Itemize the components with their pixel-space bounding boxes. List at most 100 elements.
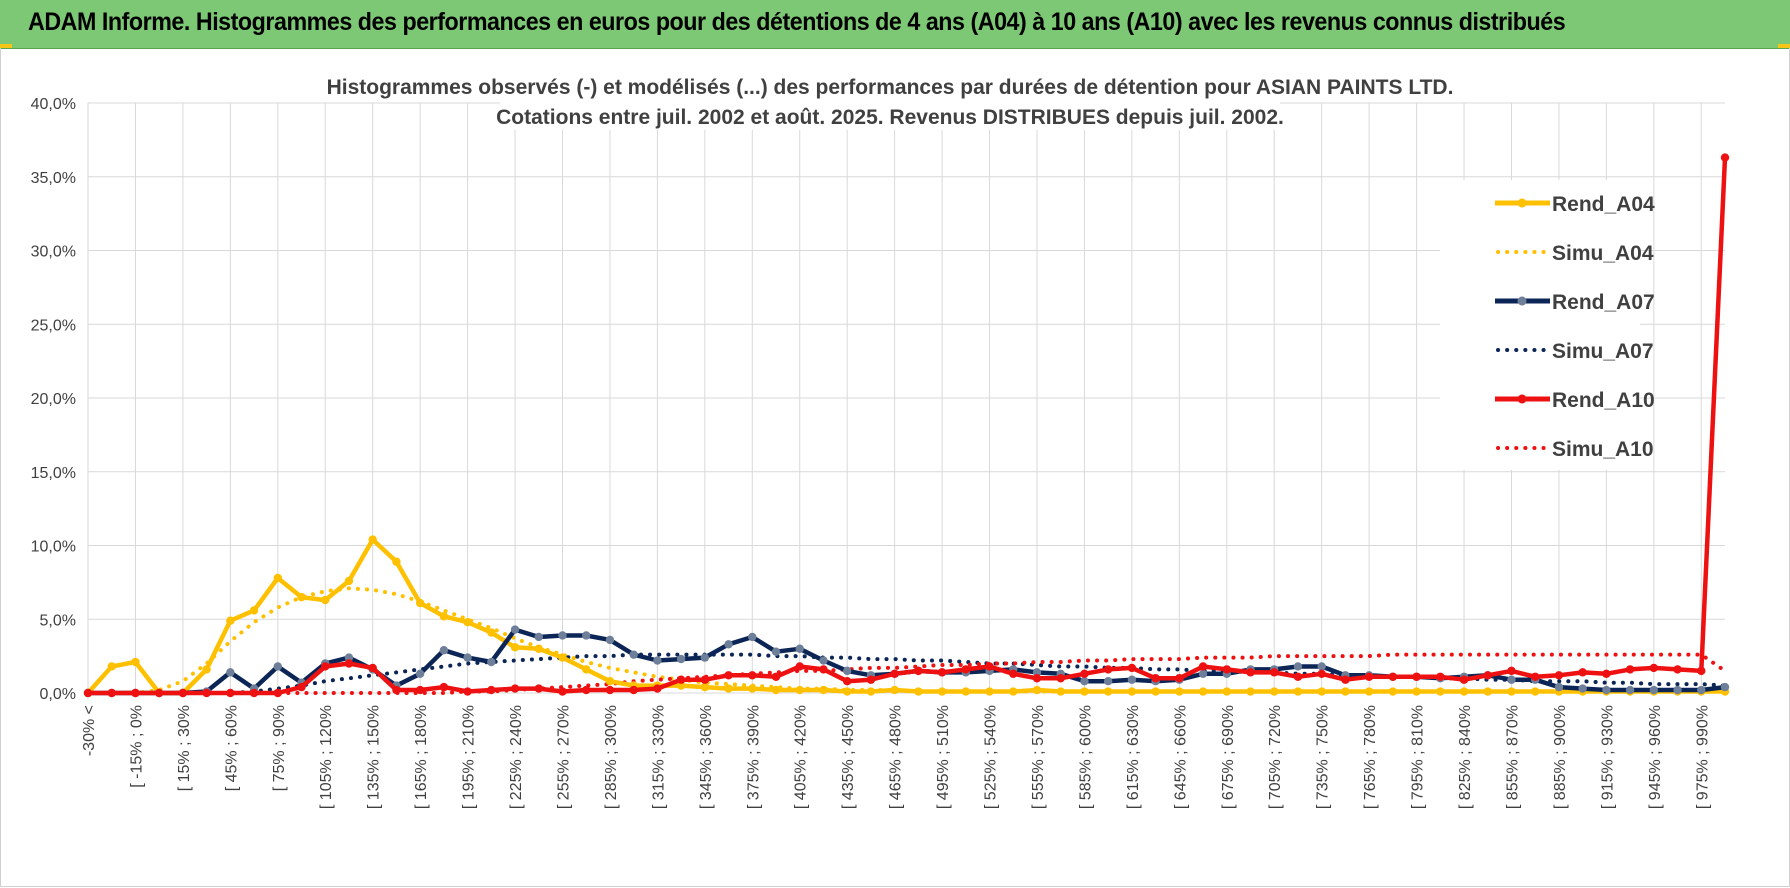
y-tick-label: 30,0% bbox=[31, 244, 76, 261]
data-point-rend-a04 bbox=[1364, 687, 1374, 696]
data-point-rend-a10 bbox=[890, 669, 899, 679]
data-point-rend-a07 bbox=[653, 656, 662, 665]
data-point-rend-a07 bbox=[439, 646, 449, 655]
data-point-rend-a04 bbox=[914, 687, 923, 696]
y-tick-label: 25,0% bbox=[31, 317, 76, 334]
data-point-rend-a07 bbox=[510, 625, 520, 634]
data-point-rend-a10 bbox=[463, 687, 472, 696]
x-tick-label: [ 345% ; 360% bbox=[698, 705, 715, 809]
data-point-rend-a10 bbox=[178, 688, 188, 698]
data-point-rend-a04 bbox=[368, 535, 377, 544]
y-axis: 0,0% 5,0% 10,0% 15,0% 20,0% 25,0% 30,0% 35,0% 40… bbox=[31, 96, 76, 703]
legend-label-rend-a10: Rend_A10 bbox=[1552, 389, 1655, 412]
data-point-rend-a04 bbox=[131, 657, 140, 667]
data-point-rend-a10 bbox=[629, 685, 638, 695]
data-point-rend-a10 bbox=[1720, 153, 1730, 162]
series-group bbox=[83, 153, 1730, 698]
chart-title-line: Histogrammes observés (-) et modélisés (… bbox=[327, 76, 1454, 99]
data-point-rend-a04 bbox=[724, 684, 733, 693]
y-tick-label: 5,0% bbox=[40, 612, 76, 629]
data-point-rend-a07 bbox=[1198, 669, 1208, 679]
x-tick-label: [ 675% ; 690% bbox=[1220, 705, 1237, 809]
data-point-rend-a04 bbox=[1293, 687, 1303, 696]
y-tick-label: 15,0% bbox=[31, 465, 76, 482]
x-tick-label: [ 525% ; 540% bbox=[983, 705, 1000, 809]
data-point-rend-a10 bbox=[510, 684, 520, 693]
data-point-rend-a10 bbox=[1317, 669, 1326, 679]
data-point-rend-a04 bbox=[415, 598, 425, 608]
data-point-rend-a04 bbox=[676, 681, 686, 690]
x-tick-label: -30% < bbox=[81, 705, 98, 756]
data-point-rend-a10 bbox=[1222, 665, 1231, 674]
data-point-rend-a07 bbox=[273, 662, 282, 671]
data-point-rend-a10 bbox=[1554, 671, 1564, 680]
x-tick-label: [ 255% ; 270% bbox=[555, 705, 572, 809]
data-point-rend-a10 bbox=[1436, 672, 1445, 681]
x-tick-label: [ 135% ; 150% bbox=[366, 705, 383, 809]
data-point-rend-a10 bbox=[83, 688, 93, 698]
data-point-rend-a04 bbox=[1032, 685, 1042, 695]
x-tick-label: [ 225% ; 240% bbox=[508, 705, 525, 809]
data-point-rend-a04 bbox=[1009, 687, 1018, 696]
data-point-rend-a04 bbox=[321, 595, 330, 605]
data-point-rend-a10 bbox=[1578, 668, 1587, 677]
data-point-rend-a04 bbox=[273, 573, 282, 583]
x-tick-label: [ 945% ; 960% bbox=[1647, 705, 1664, 809]
x-tick-label: [ 15% ; 30% bbox=[176, 705, 193, 791]
x-tick-label: [ 165% ; 180% bbox=[413, 705, 430, 809]
data-point-rend-a10 bbox=[1364, 672, 1374, 681]
data-point-rend-a07 bbox=[1578, 684, 1587, 693]
data-point-rend-a04 bbox=[1127, 687, 1137, 696]
x-tick-label: [ 615% ; 630% bbox=[1125, 705, 1142, 809]
chart-title-line: Cotations entre juil. 2002 et août. 2025… bbox=[496, 106, 1284, 129]
x-tick-label: [ 825% ; 840% bbox=[1457, 705, 1474, 809]
data-point-rend-a10 bbox=[748, 671, 757, 680]
data-point-rend-a10 bbox=[1507, 666, 1516, 676]
data-point-rend-a10 bbox=[1103, 665, 1113, 674]
series-line-rend-a10 bbox=[88, 157, 1728, 696]
data-point-rend-a04 bbox=[344, 576, 354, 586]
data-point-rend-a10 bbox=[131, 688, 140, 698]
legend-label-simu-a04: Simu_A04 bbox=[1552, 242, 1654, 265]
data-point-rend-a04 bbox=[1483, 687, 1492, 696]
legend-marker-rend-a10 bbox=[1517, 394, 1527, 404]
x-tick-label: [ 375% ; 390% bbox=[745, 705, 762, 809]
data-point-rend-a04 bbox=[866, 687, 876, 696]
x-tick-label: [ 285% ; 300% bbox=[603, 705, 620, 809]
data-point-rend-a10 bbox=[582, 685, 591, 695]
data-point-rend-a10 bbox=[1341, 675, 1350, 684]
data-point-rend-a07 bbox=[819, 656, 828, 665]
data-point-rend-a07 bbox=[724, 640, 733, 649]
data-point-rend-a04 bbox=[890, 685, 899, 695]
data-point-rend-a10 bbox=[1151, 674, 1160, 683]
data-point-rend-a10 bbox=[1198, 662, 1208, 671]
data-point-rend-a04 bbox=[226, 616, 235, 625]
corner-accent-right bbox=[1778, 44, 1790, 48]
data-point-rend-a10 bbox=[676, 675, 686, 684]
data-point-rend-a07 bbox=[534, 632, 543, 642]
data-point-rend-a04 bbox=[937, 687, 947, 696]
data-point-rend-a04 bbox=[842, 687, 852, 696]
data-point-rend-a04 bbox=[1080, 687, 1089, 696]
data-point-rend-a10 bbox=[1697, 666, 1706, 676]
data-point-rend-a04 bbox=[1246, 687, 1255, 696]
data-point-rend-a10 bbox=[1412, 672, 1421, 681]
data-point-rend-a04 bbox=[1436, 687, 1445, 696]
data-point-rend-a04 bbox=[558, 653, 567, 662]
x-tick-label: [ 495% ; 510% bbox=[935, 705, 952, 809]
data-point-rend-a04 bbox=[297, 592, 306, 602]
data-point-rend-a10 bbox=[249, 688, 259, 698]
y-tick-label: 0,0% bbox=[40, 686, 76, 703]
data-point-rend-a10 bbox=[415, 685, 425, 695]
data-point-rend-a10 bbox=[1388, 672, 1398, 681]
data-point-rend-a04 bbox=[1388, 687, 1398, 696]
data-point-rend-a07 bbox=[344, 653, 354, 662]
data-point-rend-a07 bbox=[748, 632, 757, 642]
data-point-rend-a04 bbox=[1317, 687, 1326, 696]
data-point-rend-a10 bbox=[819, 665, 828, 674]
data-point-rend-a04 bbox=[605, 677, 615, 686]
data-point-rend-a04 bbox=[961, 687, 971, 696]
data-point-rend-a07 bbox=[1649, 685, 1659, 695]
data-point-rend-a07 bbox=[629, 650, 638, 659]
x-tick-label: [ 885% ; 900% bbox=[1552, 705, 1569, 809]
